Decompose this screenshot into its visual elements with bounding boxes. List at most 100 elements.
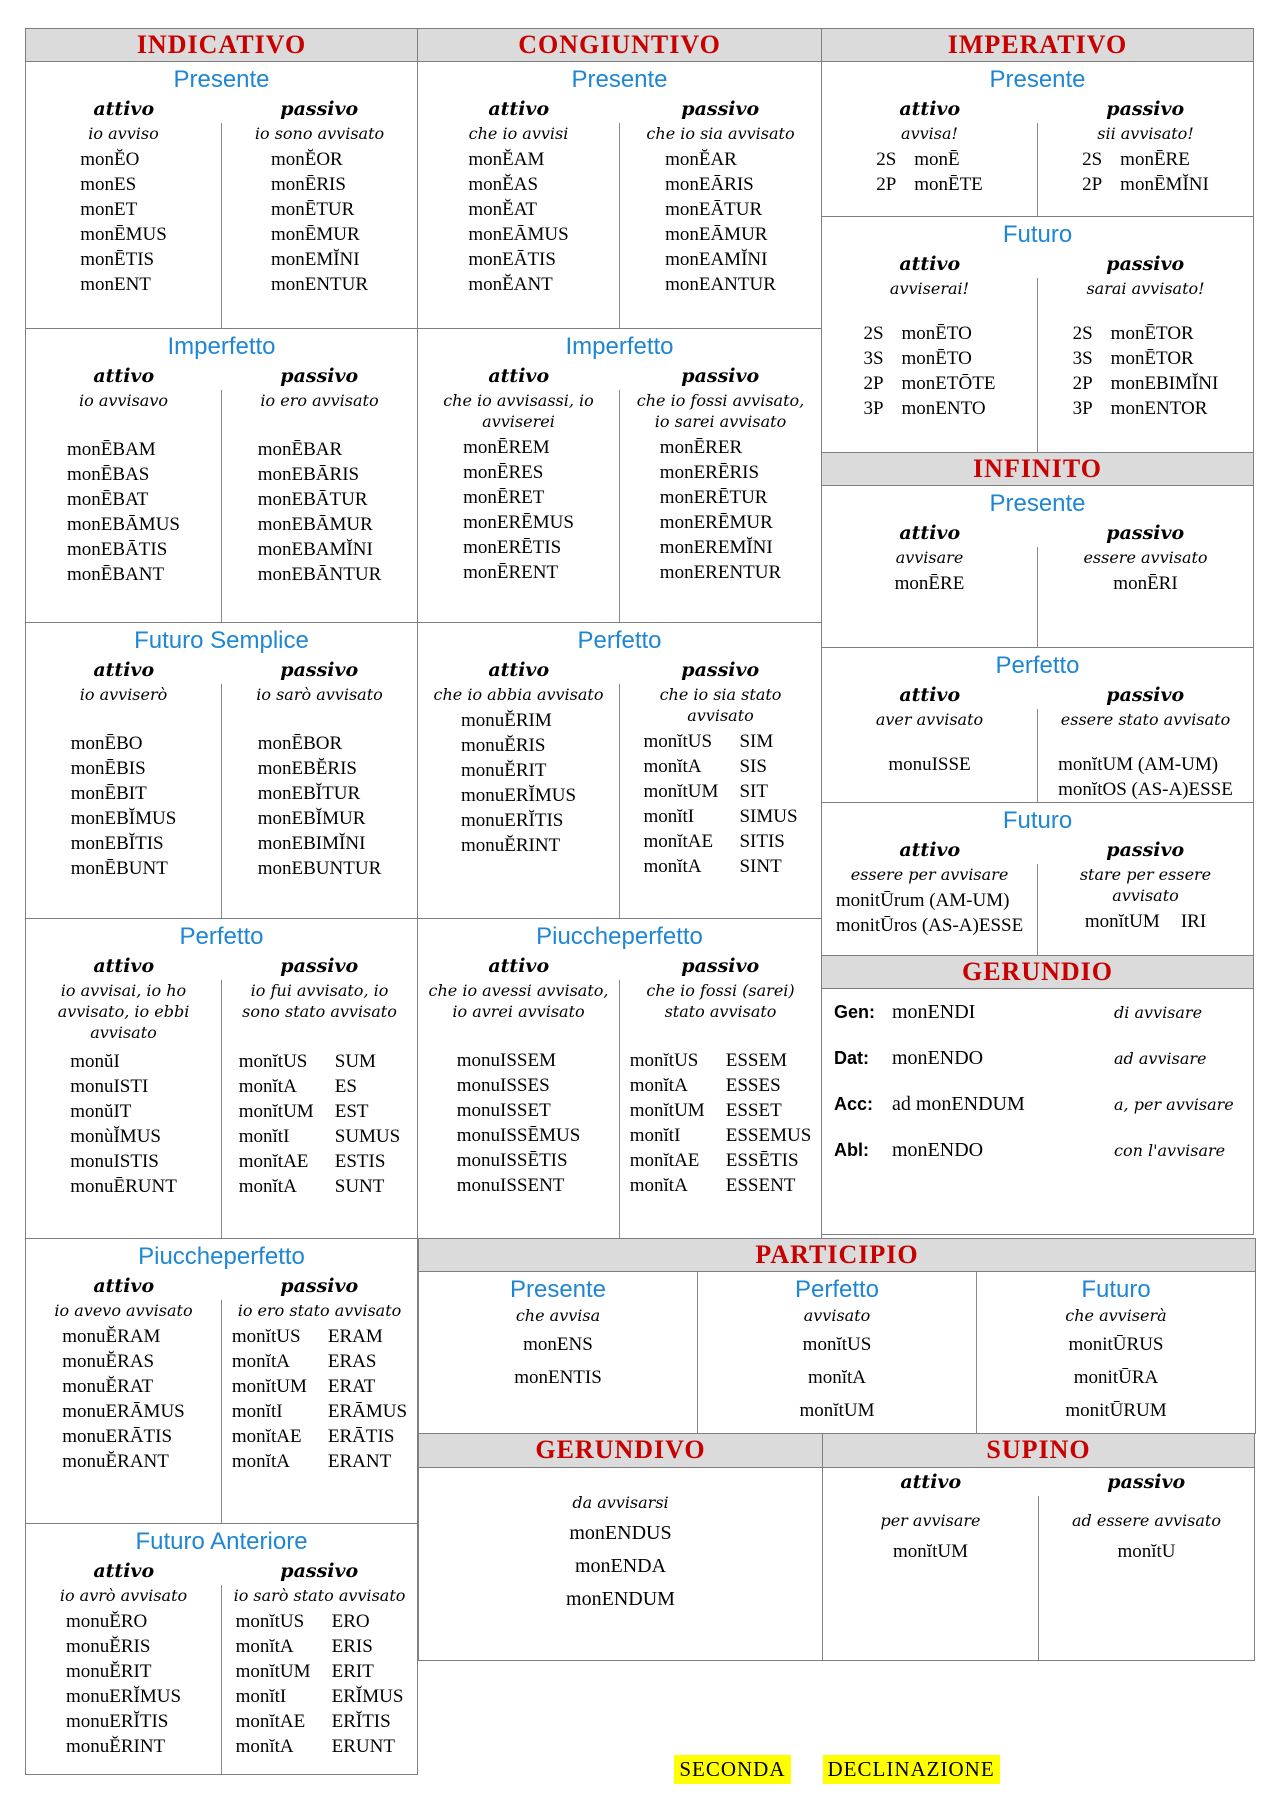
passivo-column: che io sia avvisato monĔAR monEĀRIS monEĀT… xyxy=(619,123,821,328)
passivo-column: io sarò avvisato monĒBOR monEBĔRIS monEBĬT… xyxy=(221,684,417,918)
verb-form-line: monitŪRUM xyxy=(1065,1400,1167,1421)
forms-list: monĭtUS ERAM monĭtA ERAS monĭtUM ERAT monĭtI ER… xyxy=(232,1324,407,1474)
attivo-column: avvisare monĒRE xyxy=(822,547,1037,647)
verb-form-line: monĭtUM (AM-UM) xyxy=(1058,754,1219,775)
verb-form-line: monĒRES xyxy=(463,462,544,483)
passivo-label: passivo xyxy=(1106,684,1185,706)
verb-form-line: monĭtAE ESTIS xyxy=(238,1151,386,1172)
passivo-label: passivo xyxy=(1106,98,1185,120)
tense-title: Perfetto xyxy=(179,923,264,950)
forms-list: monitŪRUS monitŪRA monitŪRUM xyxy=(1065,1328,1166,1427)
participio-presente: Presente che avvisa monENS monENTIS xyxy=(419,1272,697,1433)
verb-form-line: 3P monENTO xyxy=(863,398,986,419)
gloss: che avviserà xyxy=(1065,1306,1167,1325)
tense-title: Futuro Anteriore xyxy=(135,1528,308,1555)
gloss: che io abbia avvisato xyxy=(433,685,604,704)
section-body: per avvisare monĭtUM ad essere avvisato … xyxy=(823,1496,1254,1660)
forms-list: monĔO monES monET monĒMUS monĒTIS monENT xyxy=(80,147,167,297)
forms-list: monuĔRIM monuĔRIS monuĔRIT monuERĬMUS monuER… xyxy=(461,708,576,858)
verb-form-line: monĒBAS xyxy=(67,464,150,485)
verb-form-line: monEĀMUS xyxy=(468,224,569,245)
verb-form-line: 2S monĒTO xyxy=(863,323,972,344)
verb-form-line: 3P monENTOR xyxy=(1072,398,1208,419)
verb-form-line: monĭtUM SIT xyxy=(643,781,768,802)
verb-form-line: monĭtA ERANT xyxy=(231,1451,392,1472)
verb-form-line: monĭtUS ERAM xyxy=(231,1326,383,1347)
verb-form-line: monĭtUM IRI xyxy=(1084,911,1207,932)
forms-list: monĒRER monERĒRIS monERĒTUR monERĒMUR monERE… xyxy=(660,435,781,585)
passivo-label: passivo xyxy=(1106,522,1185,544)
passivo-label: passivo xyxy=(681,659,760,681)
forms-list: monuĔRO monuĔRIS monuĔRIT monuERĬMUS monuERĬ… xyxy=(66,1609,181,1759)
verb-form-line: Dat: monENDO ad avvisare xyxy=(834,1047,1207,1069)
forms-list: monĔAM monĔAS monĔAT monEĀMUS monEĀTIS monĔAN… xyxy=(468,147,568,297)
verb-form-line: monuĔRINT xyxy=(460,835,561,856)
tense-title: Presente xyxy=(173,66,270,93)
passivo-column: io sarò stato avvisato monĭtUS ERO monĭtA E… xyxy=(221,1585,417,1774)
passivo-label: passivo xyxy=(1107,1471,1186,1493)
voice-labels: attivo passivo xyxy=(822,838,1253,863)
verb-form-line: monEBĀTIS xyxy=(67,539,168,560)
tense-title: Perfetto xyxy=(794,1276,880,1303)
gloss: che io fossi (sarei) stato avvisato xyxy=(646,981,795,1021)
verb-form-line: monĒTUR xyxy=(270,199,355,220)
verb-form-line: monĭtA xyxy=(807,1367,867,1388)
verb-form-line: monEBĬTIS xyxy=(70,833,164,854)
voice-labels: attivo passivo xyxy=(26,97,417,122)
voice-labels: attivo passivo xyxy=(26,364,417,389)
tense-title: Perfetto xyxy=(577,627,662,654)
gloss: io avevo avvisato xyxy=(54,1301,193,1320)
attivo-label: attivo xyxy=(899,522,961,544)
imperativo-presente-section: Presente attivo passivo avvisa! 2S monĒ 2P… xyxy=(821,61,1254,217)
forms-list: monENDUS monENDA monENDUM xyxy=(566,1517,675,1616)
verb-form-line: monĔAS xyxy=(468,174,539,195)
verb-form-line: monĒMUS xyxy=(80,224,167,245)
verb-form-line: monĭtA ERAS xyxy=(231,1351,377,1372)
verb-form-line: monĭtA ERIS xyxy=(235,1636,373,1657)
forms-list: monĭtUS ESSEM monĭtA ESSES monĭtUM ESSET monĭt… xyxy=(630,1048,812,1198)
gloss: che avvisa xyxy=(515,1306,601,1325)
verb-form-line: monĭtA ES xyxy=(238,1076,357,1097)
attivo-label: attivo xyxy=(899,98,961,120)
verb-form-line: monĭtUS SUM xyxy=(238,1051,376,1072)
verb-form-line: monEĀMUR xyxy=(665,224,768,245)
verb-form-line: Acc: ad monENDUM a, per avvisare xyxy=(834,1093,1234,1115)
verb-form-line: monEĀTIS xyxy=(468,249,556,270)
attivo-label: attivo xyxy=(93,1275,155,1297)
voice-labels: attivo passivo xyxy=(822,521,1253,546)
tense-title: Imperfetto xyxy=(565,333,674,360)
conjugation-table: INDICATIVO Presente attivo passivo io av… xyxy=(25,28,1256,1784)
voice-labels: attivo passivo xyxy=(26,658,417,683)
verb-form-line: monENTIS xyxy=(514,1367,602,1388)
passivo-label: passivo xyxy=(280,98,359,120)
verb-form-line: monitŪros (AS-A)ESSE xyxy=(835,915,1024,936)
attivo-column: avviserai! 2S monĒTO 3S monĒTO 2P monETŌTE 3P m… xyxy=(822,278,1037,452)
verb-form-line: monĭtUS xyxy=(802,1334,872,1355)
gerundivo-body: da avvisarsi monENDUS monENDA monENDUM xyxy=(419,1468,822,1660)
attivo-column: io avviserò monĒBO monĒBIS monĒBIT monEBĬMU… xyxy=(26,684,221,918)
forms-list: monĭtUM xyxy=(893,1539,968,1564)
attivo-column: essere per avvisare monitŪrum (AM-UM) mon… xyxy=(822,864,1037,955)
verb-form-line: monEBAMĬNI xyxy=(257,539,373,560)
verb-form-line: monĔAT xyxy=(468,199,537,220)
gloss: io avviso xyxy=(88,124,159,143)
voice-labels: attivo passivo xyxy=(418,364,821,389)
verb-form-line: monĒBAT xyxy=(67,489,149,510)
verb-form-line: monĭtUM ERAT xyxy=(231,1376,376,1397)
forms-list: monuISSEM monuISSES monuISSET monuISSĒMUS mo… xyxy=(457,1048,581,1198)
participio-header: PARTICIPIO xyxy=(418,1238,1256,1272)
gloss: io fui avvisato, io sono stato avvisato xyxy=(242,981,397,1021)
passivo-column: essere stato avvisato monĭtUM (AM-UM) mon… xyxy=(1037,709,1253,802)
verb-form-line: monuĔRIS xyxy=(460,735,546,756)
attivo-label: attivo xyxy=(488,659,550,681)
forms-list: monĒBO monĒBIS monĒBIT monEBĬMUS monEBĬTIS mo… xyxy=(71,731,177,881)
verb-form-line: monEBUNTUR xyxy=(257,858,382,879)
verb-form-line: monuĔRIS xyxy=(65,1636,151,1657)
indicativo-header: INDICATIVO xyxy=(25,28,418,62)
verb-form-line: monĒBO xyxy=(70,733,143,754)
verb-form-line: monEĀRIS xyxy=(665,174,754,195)
attivo-label: attivo xyxy=(93,365,155,387)
verb-form-line: Abl: monENDO con l'avvisare xyxy=(834,1139,1226,1161)
attivo-label: attivo xyxy=(93,955,155,977)
